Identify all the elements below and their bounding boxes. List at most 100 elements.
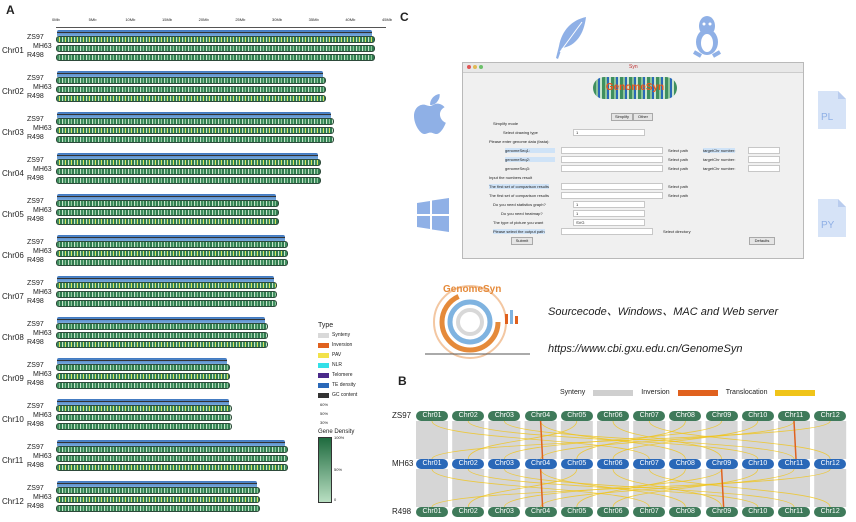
gc-content-line [57, 32, 372, 33]
genome-row-label: MH63 [33, 494, 52, 501]
translocation-link [612, 420, 759, 460]
select-path-2[interactable]: Select path [668, 157, 689, 162]
te-density-band [57, 153, 318, 159]
genome-row-label: ZS97 [27, 75, 44, 82]
minimize-window-button[interactable] [473, 65, 477, 69]
statistics-value: 1 [576, 202, 579, 207]
chromosome-track [56, 250, 288, 257]
genome-seq2-input[interactable] [561, 156, 663, 163]
legend-item: PAV [318, 352, 378, 358]
chromosome-track [56, 496, 260, 503]
legend-label: TE density [332, 382, 356, 388]
submit-button[interactable]: Submit [511, 237, 533, 245]
synteny-band [741, 421, 774, 459]
picture-type-select[interactable]: SVG [573, 219, 645, 226]
chromosome-track [56, 77, 326, 84]
b-chromosome-pill: Chr08 [669, 507, 702, 517]
legend-label: PAV [332, 352, 342, 358]
b-chromosome-pill: Chr04 [524, 459, 557, 469]
genome-row-label: ZS97 [27, 321, 44, 328]
te-density-band [57, 276, 274, 282]
drawing-type-select[interactable]: 1 [573, 129, 645, 136]
b-legend-label: Synteny [560, 389, 586, 396]
genome-row-label: MH63 [33, 125, 52, 132]
b-chromosome-pill: Chr04 [524, 411, 557, 421]
te-density-band [57, 399, 229, 405]
genome-row-label: MH63 [33, 248, 52, 255]
first-set-input[interactable] [561, 183, 663, 190]
translocation-link [612, 420, 722, 460]
b-chromosome-pill: Chr07 [633, 411, 666, 421]
b-chromosome-pill: Chr02 [452, 459, 485, 469]
drawing-type-label: Select drawing type [503, 130, 538, 135]
chromosome-track [56, 118, 334, 125]
select-directory-button[interactable]: Select directory [663, 229, 691, 234]
target-chr-1-input[interactable] [748, 147, 780, 154]
close-window-button[interactable] [467, 65, 471, 69]
te-density-tick: 60% [320, 402, 329, 407]
tab-simplify[interactable]: Simplify [611, 113, 633, 121]
caption-platforms: Sourcecode、Windows、MAC and Web server [548, 306, 779, 318]
target-chr-3-input[interactable] [748, 165, 780, 172]
translocation-link [612, 468, 759, 508]
genome-seq3-label: genomeSeq3: [505, 166, 530, 171]
select-path-5[interactable]: Select path [668, 193, 689, 198]
defaults-button[interactable]: Defaults [749, 237, 775, 245]
select-path-4[interactable]: Select path [668, 184, 689, 189]
pl-file-label: PL [821, 112, 834, 123]
axis-tick-label: 25Mb [235, 17, 246, 22]
genome-row-label: R498 [27, 462, 44, 469]
b-chromosome-pill: Chr11 [778, 507, 810, 517]
chromosome-track [56, 136, 334, 143]
b-chromosome-pill: Chr07 [633, 459, 666, 469]
genome-row-label: R498 [27, 421, 44, 428]
caption-url[interactable]: https://www.cbi.gxu.edu.cn/GenomeSyn [548, 343, 743, 355]
maximize-window-button[interactable] [479, 65, 483, 69]
panel-b-legend: Synteny Inversion Translocation [560, 389, 816, 396]
genome-seq3-input[interactable] [561, 165, 663, 172]
panel-a-axis: 0Mb 5Mb 10Mb 15Mb 20Mb 25Mb 30Mb 35Mb 40Mb 45Mb [52, 17, 392, 28]
b-chromosome-pill: Chr04 [524, 507, 557, 517]
b-chromosome-pill: Chr10 [741, 411, 774, 421]
input-numbers-label: Input the numbers result [489, 175, 533, 180]
chromosome-block: Chr01 ZS97 MH63 R498 [0, 30, 400, 71]
gene-density-gradient [318, 437, 332, 503]
genome-seq1-input[interactable] [561, 147, 663, 154]
output-path-input[interactable] [561, 228, 653, 235]
chromosome-track [56, 405, 232, 412]
b-chromosome-pill: Chr03 [488, 459, 521, 469]
genome-row-label: R498 [27, 216, 44, 223]
legend-item: Telomere [318, 372, 378, 378]
statistics-select[interactable]: 1 [573, 201, 645, 208]
axis-tick-label: 10Mb [125, 17, 136, 22]
panel-b-synteny-plot [416, 420, 847, 508]
genome-row-label: ZS97 [27, 198, 44, 205]
gc-content-line [57, 319, 265, 320]
select-path-3[interactable]: Select path [668, 166, 689, 171]
synteny-band [778, 469, 810, 507]
second-set-input[interactable] [561, 192, 663, 199]
genome-row-label: MH63 [33, 43, 52, 50]
target-chr-2-input[interactable] [748, 156, 780, 163]
b-chromosome-pill: Chr09 [705, 411, 738, 421]
axis-tick-label: 40Mb [345, 17, 356, 22]
b-chromosome-pill: Chr11 [778, 459, 810, 469]
logo-text: GenomeSyn [443, 284, 502, 295]
te-density-band [57, 30, 372, 36]
b-chromosome-pill: Chr05 [560, 411, 593, 421]
tab-other[interactable]: Other [633, 113, 653, 121]
chromosome-track [56, 300, 277, 307]
chromosome-track [56, 159, 321, 166]
panel-c-letter: C [400, 10, 409, 24]
legend-swatch [318, 352, 329, 358]
heatmap-select[interactable]: 1 [573, 210, 645, 217]
inversion-link [539, 420, 544, 460]
select-path-1[interactable]: Select path [668, 148, 689, 153]
b-chromosome-pill: Chr06 [597, 507, 629, 517]
genome-row-label: R498 [27, 503, 44, 510]
genome-row-label: MH63 [33, 289, 52, 296]
genome-row-label: MH63 [33, 166, 52, 173]
b-chromosome-pill: Chr12 [814, 507, 847, 517]
b-chromosome-pill: Chr10 [741, 507, 774, 517]
chromosome-track [56, 177, 321, 184]
